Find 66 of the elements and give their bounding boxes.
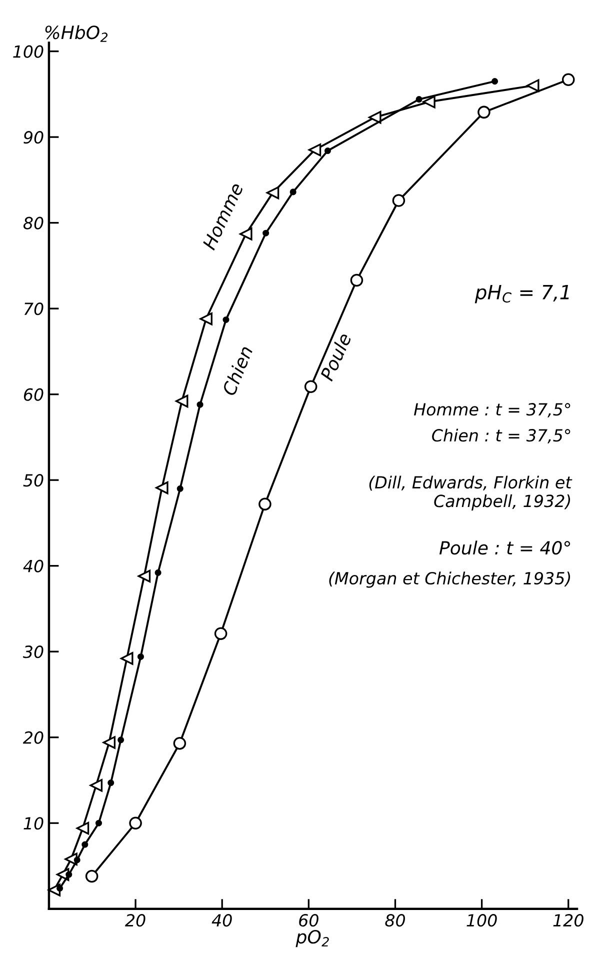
point [129, 816, 142, 830]
y-tick-label: 60 [24, 388, 44, 401]
point [196, 401, 204, 408]
point [154, 569, 162, 576]
x-tick-label: 100 [466, 914, 497, 927]
point [368, 110, 382, 124]
point [138, 570, 151, 583]
point [562, 73, 575, 86]
y-tick-label: 80 [23, 216, 44, 230]
point [416, 96, 422, 103]
y-tick-label: 90 [24, 131, 44, 144]
text: Poule [319, 332, 352, 382]
point [90, 778, 103, 792]
point [66, 871, 72, 878]
point [350, 274, 364, 287]
point [108, 780, 114, 786]
point [120, 652, 134, 665]
text: Chien [221, 345, 254, 396]
point [176, 485, 184, 492]
point [304, 380, 318, 393]
point [85, 870, 98, 883]
x-tick-label: 120 [553, 914, 584, 927]
point [262, 230, 270, 236]
x-tick-label: 40 [212, 914, 232, 927]
annotation: pH$_{C}$ = 7,1 [474, 285, 569, 304]
annotation: (Morgan et Chichester, 1935) [329, 572, 570, 588]
point [258, 498, 272, 510]
x-tick-label: 20 [124, 914, 146, 927]
point [173, 736, 186, 750]
y-tick-label: 10 [24, 817, 44, 830]
y-tick-label: 100 [13, 45, 44, 58]
y-axis-title: %HbO$_{2}$ [45, 25, 108, 42]
y-tick-label: 40 [23, 560, 44, 572]
x-tick-label: 60 [299, 914, 318, 927]
y-tick-label: 30 [22, 646, 44, 658]
point [478, 106, 490, 119]
point [324, 148, 331, 154]
point [308, 144, 322, 156]
point [76, 822, 90, 835]
point [175, 394, 188, 408]
point [422, 96, 436, 108]
annotation: Homme : t = 37,5° [414, 403, 570, 418]
annotation: Chien : t = 37,5° [432, 428, 570, 444]
point [118, 736, 124, 744]
point [82, 841, 88, 848]
point [492, 78, 498, 85]
point [526, 79, 540, 92]
point [214, 627, 228, 640]
point [95, 820, 102, 826]
y-tick-label: 20 [22, 731, 44, 744]
annotation: (Dill, Edwards, Florkin et Campbell, 1932) [369, 476, 572, 511]
point [290, 188, 296, 196]
y-tick-label: 50 [23, 474, 44, 487]
point [156, 481, 168, 494]
point [102, 736, 116, 749]
point [74, 856, 80, 864]
point [392, 194, 406, 207]
point [222, 316, 230, 323]
y-tick-label: 70 [24, 302, 44, 316]
point [200, 312, 212, 326]
x-tick-label: 80 [385, 914, 405, 927]
x-axis-title: pO$_{2}$ [296, 930, 329, 948]
point [137, 653, 144, 660]
annotation: Poule : t = 40° [439, 540, 570, 555]
point [56, 885, 64, 892]
point [266, 186, 280, 200]
